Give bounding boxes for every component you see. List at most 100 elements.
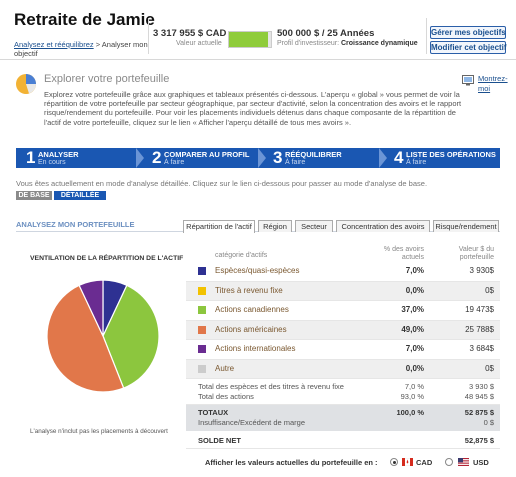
color-swatch — [198, 345, 206, 353]
step-arrow — [379, 148, 387, 168]
detailed-mode-button[interactable]: DÉTAILLÉE — [54, 191, 106, 200]
stocks-total-label: Total des actions — [198, 392, 254, 401]
table-row: Titres à revenu fixe 0,0% 0$ — [186, 281, 500, 301]
asset-class-percent: 37,0% — [401, 305, 424, 314]
currency-selector-label: Afficher les valeurs actuelles du portef… — [205, 458, 378, 467]
net-balance-value: 52,875 $ — [464, 436, 494, 445]
step-status: À faire — [406, 159, 427, 166]
page-title: Retraite de Jamie — [14, 10, 155, 29]
chart-note: L'analyse n'inclut pas les placements à … — [30, 428, 168, 435]
breadcrumb-current: > Analyser mon objectif — [14, 40, 148, 58]
pie-slice-actions-internationales — [78, 279, 104, 337]
pie-slice-actions-canadiennes — [102, 284, 160, 389]
asset-class-label: Autre — [215, 363, 235, 373]
mode-note: Vous êtes actuellement en mode d'analyse… — [16, 179, 428, 188]
tab-risk-return[interactable]: Risque/rendement — [433, 220, 499, 232]
step-status: À faire — [164, 159, 185, 166]
totals-row: TOTAUX 100,0 % 52 875 $ Insuffisance/Exc… — [186, 405, 500, 431]
header-divider — [148, 18, 149, 54]
asset-class-percent: 0,0% — [405, 285, 424, 295]
asset-class-label: Actions internationales — [215, 344, 296, 353]
asset-class-label: Titres à revenu fixe — [215, 285, 283, 295]
intro-title: Explorer votre portefeuille — [44, 73, 170, 85]
canada-flag-icon — [402, 458, 413, 466]
portfolio-header: Retraite de Jamie Analysez et rééquilibr… — [0, 0, 516, 60]
chart-title: VENTILATION DE LA RÉPARTITION DE L'ACTIF — [30, 255, 184, 262]
section-title: ANALYSEZ MON PORTEFEUILLE — [16, 220, 135, 229]
net-balance-label: SOLDE NET — [198, 436, 241, 445]
table-row: Espèces/quasi-espèces 7,0% 3 930$ — [186, 262, 500, 282]
investor-profile-label: Profil d'investisseur: — [277, 40, 341, 47]
asset-class-label: Actions américaines — [215, 324, 287, 334]
asset-class-value: 3 684$ — [469, 344, 494, 353]
color-swatch — [198, 286, 206, 295]
asset-allocation-pie-chart — [46, 279, 160, 393]
table-row: Actions internationales 7,0% 3 684$ — [186, 340, 500, 360]
us-flag-icon — [458, 458, 469, 466]
net-balance-row: SOLDE NET 52,875 $ — [186, 431, 500, 449]
tab-asset-allocation[interactable]: Répartition de l'actif — [183, 220, 255, 233]
column-header-percent: % des avoirs actuels — [383, 246, 424, 261]
investor-profile: Profil d'investisseur: Croissance dynami… — [277, 40, 418, 47]
column-header-value: Valeur $ du portefeuille — [458, 246, 494, 261]
goal-progress-bar — [228, 31, 272, 48]
current-value: 3 317 955 $ CAD — [153, 28, 227, 39]
breadcrumb-link[interactable]: Analysez et rééquilibrez — [14, 40, 94, 49]
step-title: RÉÉQUILIBRER — [285, 150, 342, 159]
cad-label: CAD — [416, 458, 433, 467]
asset-class-label: Espèces/quasi-espèces — [215, 266, 300, 275]
step-arrow — [136, 148, 144, 168]
color-swatch — [198, 325, 206, 334]
show-me-link[interactable]: Montrez-moi — [478, 74, 508, 93]
step-title: COMPARER AU PROFIL — [164, 150, 250, 159]
totals-value: 52 875 $ — [464, 408, 494, 417]
video-help-icon[interactable] — [462, 74, 474, 86]
color-swatch — [198, 267, 206, 275]
step-number: 1 — [26, 148, 36, 167]
asset-class-percent: 7,0% — [405, 344, 424, 353]
tab-holdings-concentration[interactable]: Concentration des avoirs — [336, 220, 430, 232]
basic-mode-button[interactable]: DE BASE — [16, 191, 52, 200]
manage-goals-button[interactable]: Gérer mes objectifs — [430, 26, 506, 39]
cash-fixed-total-value: 3 930 $ — [468, 382, 494, 391]
header-divider — [426, 18, 427, 54]
color-swatch — [198, 364, 206, 373]
cash-fixed-total-label: Total des espèces et des titres à revenu… — [198, 382, 344, 391]
asset-class-percent: 0,0% — [405, 363, 424, 373]
tab-sector[interactable]: Secteur — [295, 220, 333, 232]
asset-class-value: 19 473$ — [465, 305, 494, 314]
stocks-total-value: 48 945 $ — [464, 392, 494, 401]
margin-value: 0 $ — [483, 418, 494, 427]
cad-radio[interactable] — [390, 458, 398, 466]
stocks-total-percent: 93,0 % — [400, 392, 424, 401]
asset-class-percent: 49,0% — [401, 324, 424, 334]
goal-progress-fill — [229, 32, 269, 47]
current-value-label: Valeur actuelle — [176, 40, 222, 47]
totals-label: TOTAUX — [198, 408, 229, 417]
goal-target: 500 000 $ / 25 Années — [277, 28, 375, 39]
step-status: En cours — [38, 159, 66, 166]
table-row: Autre 0,0% 0$ — [186, 359, 500, 379]
step-arrow — [258, 148, 266, 168]
table-row: Actions américaines 49,0% 25 788$ — [186, 320, 500, 340]
asset-class-value: 0$ — [485, 285, 494, 295]
pie-chart-icon — [16, 74, 36, 94]
step-title: LISTE DES OPÉRATIONS — [406, 150, 496, 159]
modify-goal-button[interactable]: Modifier cet objectif — [430, 41, 507, 54]
totals-percent: 100,0 % — [396, 408, 424, 417]
breadcrumb: Analysez et rééquilibrez > Analyser mon … — [14, 40, 149, 58]
asset-class-value: 3 930$ — [469, 266, 494, 275]
step-status: À faire — [285, 159, 306, 166]
step-title: ANALYSER — [38, 150, 79, 159]
color-swatch — [198, 306, 206, 314]
asset-class-percent: 7,0% — [405, 266, 424, 275]
step-number: 4 — [394, 148, 404, 167]
asset-class-value: 25 788$ — [465, 324, 494, 334]
asset-class-label: Actions canadiennes — [215, 305, 289, 314]
investor-profile-value: Croissance dynamique — [340, 40, 418, 47]
usd-label: USD — [473, 458, 489, 467]
intro-text: Explorez votre portefeuille grâce aux gr… — [44, 90, 462, 127]
tab-region[interactable]: Région — [258, 220, 292, 232]
margin-label: Insuffisance/Excédent de marge — [198, 418, 306, 427]
usd-radio[interactable] — [445, 458, 453, 466]
